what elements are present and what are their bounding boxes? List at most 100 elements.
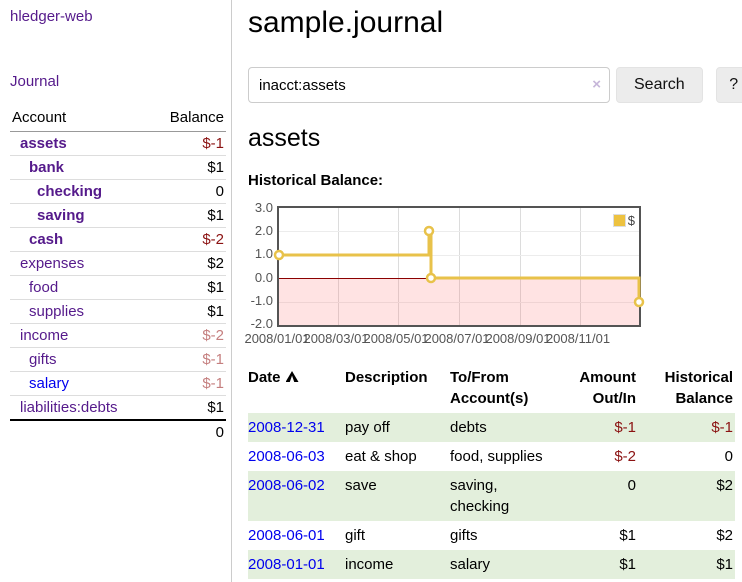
- negative-region-fill: [279, 279, 639, 325]
- account-link-income[interactable]: income: [20, 327, 69, 344]
- chart-plot-area[interactable]: $: [273, 206, 645, 327]
- transaction-row: 2008-06-02 save saving, checking 0 $2: [248, 471, 735, 521]
- account-row-cash: cash $-2: [10, 228, 226, 252]
- main-content: sample.journal × Search ? assets Histori…: [232, 0, 742, 582]
- transaction-date-link[interactable]: 2008-01-01: [248, 556, 325, 573]
- balance-column-header: Balance: [151, 106, 226, 132]
- accounts-total-row: 0: [10, 420, 226, 444]
- transaction-description: pay off: [345, 419, 390, 436]
- transaction-row: 2008-12-31 pay off debts $-1 $-1: [248, 413, 735, 442]
- y-tick-label: 3.0: [254, 200, 273, 215]
- account-link-salary[interactable]: salary: [29, 375, 70, 392]
- account-row-salary: salary $-1: [10, 372, 226, 396]
- transaction-accounts: salary: [450, 556, 491, 573]
- transaction-date-link[interactable]: 2008-06-03: [248, 448, 325, 465]
- transaction-amount: $-1: [614, 419, 636, 436]
- gridline: [338, 208, 339, 325]
- transaction-balance: $1: [716, 556, 733, 573]
- gridline: [279, 231, 639, 232]
- transaction-balance: $2: [716, 527, 733, 544]
- gridline: [279, 255, 639, 256]
- x-tick-label: 2008/05/01: [363, 331, 429, 346]
- search-form: × Search ?: [248, 67, 742, 103]
- account-row-expenses: expenses $2: [10, 252, 226, 276]
- chart-title: Historical Balance:: [248, 172, 384, 189]
- tofrom-column-header: To/From Account(s): [450, 369, 529, 407]
- account-row-gifts: gifts $-1: [10, 348, 226, 372]
- x-tick-label: 2008/01/01: [244, 331, 310, 346]
- transaction-row: 2008-01-01 income salary $1 $1: [248, 550, 735, 579]
- account-link-food[interactable]: food: [29, 279, 59, 296]
- chart-legend: $: [612, 213, 635, 228]
- transaction-balance: $-1: [711, 419, 733, 436]
- account-balance: $1: [207, 279, 224, 296]
- transaction-description: save: [345, 477, 377, 494]
- transaction-row: 2008-06-03 eat & shop food, supplies $-2…: [248, 442, 735, 471]
- account-balance: 0: [215, 183, 224, 200]
- account-balance: $1: [207, 303, 224, 320]
- account-link-expenses[interactable]: expenses: [20, 255, 85, 272]
- accounts-total-value: 0: [215, 424, 224, 441]
- x-tick-label: 2008/11/01: [545, 331, 611, 346]
- x-tick-label: 2008/07/01: [424, 331, 490, 346]
- register-header-row: Date Description To/From Account(s) Amou…: [248, 365, 735, 413]
- date-column-header[interactable]: Date: [248, 365, 345, 413]
- app-title-link[interactable]: hledger-web: [10, 8, 93, 25]
- transaction-date-link[interactable]: 2008-06-01: [248, 527, 325, 544]
- y-tick-label: -1.0: [250, 293, 273, 308]
- account-row-assets: assets $-1: [10, 132, 226, 156]
- account-link-bank[interactable]: bank: [29, 159, 65, 176]
- account-column-header: Account: [10, 106, 152, 132]
- account-link-liabilities-debts[interactable]: liabilities:debts: [20, 399, 118, 416]
- account-balance: $-1: [202, 375, 224, 392]
- transaction-row: 2008-06-01 gift gifts $1 $2: [248, 521, 735, 550]
- search-input[interactable]: [248, 67, 610, 103]
- y-tick-label: 1.0: [254, 246, 273, 261]
- account-row-saving: saving $1: [10, 204, 226, 228]
- y-tick-label: -2.0: [250, 316, 273, 331]
- account-balance: $1: [207, 207, 224, 224]
- account-link-gifts[interactable]: gifts: [29, 351, 57, 368]
- description-column-header: Description: [345, 369, 428, 386]
- account-balance: $-1: [202, 351, 224, 368]
- account-balance: $2: [207, 255, 224, 272]
- account-balance: $-2: [202, 327, 224, 344]
- account-link-supplies[interactable]: supplies: [29, 303, 85, 320]
- transaction-accounts: saving, checking: [450, 477, 510, 515]
- account-link-checking[interactable]: checking: [37, 183, 103, 200]
- transaction-date-link[interactable]: 2008-12-31: [248, 419, 325, 436]
- search-button[interactable]: Search: [616, 67, 703, 103]
- transaction-balance: $2: [716, 477, 733, 494]
- transaction-description: gift: [345, 527, 366, 544]
- transaction-description: income: [345, 556, 394, 573]
- accounts-balance-table: Account Balance assets $-1 bank $1 check…: [10, 106, 226, 444]
- account-link-saving[interactable]: saving: [37, 207, 85, 224]
- sidebar-item-journal[interactable]: Journal: [10, 73, 60, 90]
- account-row-supplies: supplies $1: [10, 300, 226, 324]
- transaction-amount: $1: [619, 556, 636, 573]
- account-balance: $-1: [202, 135, 224, 152]
- clear-search-icon[interactable]: ×: [592, 76, 601, 93]
- account-link-assets[interactable]: assets: [20, 135, 67, 152]
- help-button[interactable]: ?: [715, 67, 742, 103]
- x-tick-label: 2008/09/01: [485, 331, 551, 346]
- balance-column-header: Historical Balance: [664, 369, 733, 407]
- x-tick-label: 2008/03/01: [303, 331, 369, 346]
- y-tick-label: 0.0: [254, 270, 273, 285]
- transaction-date-link[interactable]: 2008-06-02: [248, 477, 325, 494]
- journal-title: sample.journal: [248, 6, 444, 39]
- legend-swatch-icon: [612, 214, 626, 227]
- gridline: [580, 208, 581, 325]
- account-balance: $1: [207, 159, 224, 176]
- transaction-accounts: food, supplies: [450, 448, 543, 465]
- gridline: [459, 208, 460, 325]
- account-link-cash[interactable]: cash: [29, 231, 64, 248]
- transaction-amount: 0: [627, 477, 636, 494]
- account-balance: $1: [207, 399, 224, 416]
- account-row-food: food $1: [10, 276, 226, 300]
- transaction-description: eat & shop: [345, 448, 417, 465]
- transaction-balance: 0: [724, 448, 733, 465]
- account-row-bank: bank $1: [10, 156, 226, 180]
- transaction-amount: $1: [619, 527, 636, 544]
- amount-column-header: Amount Out/In: [579, 369, 636, 407]
